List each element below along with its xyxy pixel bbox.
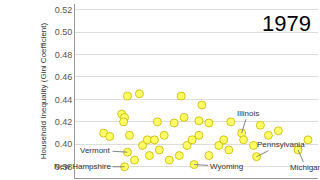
svg-text:0.42: 0.42 bbox=[55, 117, 73, 127]
svg-text:0.38: 0.38 bbox=[55, 162, 73, 172]
svg-text:Pennsylvania: Pennsylvania bbox=[257, 140, 305, 149]
svg-text:Michigan: Michigan bbox=[290, 163, 320, 172]
svg-text:1979: 1979 bbox=[262, 11, 311, 36]
svg-text:0.48: 0.48 bbox=[55, 50, 73, 60]
svg-text:Illinois: Illinois bbox=[237, 109, 259, 118]
svg-text:0.50: 0.50 bbox=[55, 27, 73, 37]
svg-text:0.52: 0.52 bbox=[55, 5, 73, 15]
svg-text:New Hampshire: New Hampshire bbox=[54, 162, 111, 171]
svg-text:Wyoming: Wyoming bbox=[210, 162, 243, 171]
svg-text:0.46: 0.46 bbox=[55, 72, 73, 82]
svg-text:Household Inequality (Gini Coe: Household Inequality (Gini Coefficient) bbox=[39, 22, 48, 159]
svg-text:Vermont: Vermont bbox=[80, 146, 111, 155]
svg-text:0.44: 0.44 bbox=[55, 95, 73, 105]
svg-text:0.40: 0.40 bbox=[55, 139, 73, 149]
